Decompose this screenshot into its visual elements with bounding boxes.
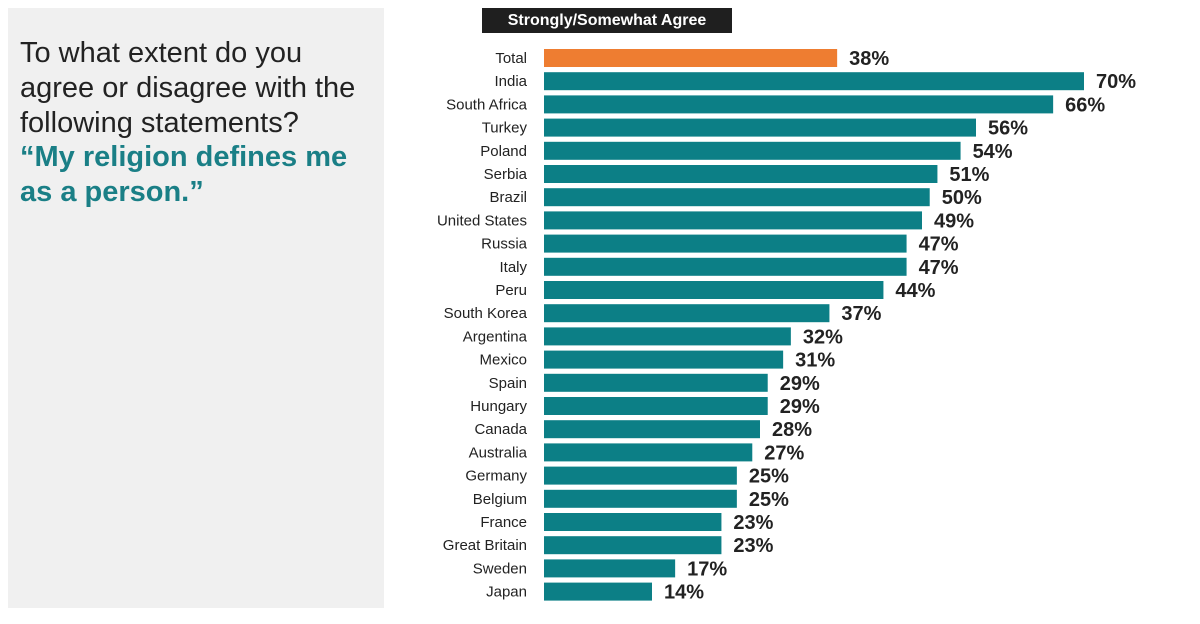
- bar-australia: [544, 443, 753, 462]
- value-label-sweden: 17%: [687, 558, 727, 580]
- bar-great-britain: [544, 536, 722, 555]
- value-label-turkey: 56%: [988, 118, 1028, 140]
- bar-spain: [544, 373, 768, 392]
- category-label-united-states: United States: [437, 212, 527, 229]
- value-label-mexico: 31%: [795, 350, 835, 372]
- bar-argentina: [544, 327, 791, 346]
- bar-total: [544, 49, 838, 67]
- bar-hungary: [544, 397, 768, 415]
- category-label-peru: Peru: [495, 282, 527, 299]
- statement-text: “My religion defines me as a person.”: [20, 141, 348, 208]
- value-label-canada: 28%: [772, 419, 812, 441]
- category-label-argentina: Argentina: [463, 328, 528, 345]
- category-label-south-korea: South Korea: [444, 305, 528, 322]
- category-label-total: Total: [495, 50, 527, 67]
- category-label-australia: Australia: [469, 444, 528, 461]
- bar-germany: [544, 466, 737, 485]
- value-label-japan: 14%: [664, 582, 704, 604]
- category-label-turkey: Turkey: [482, 120, 528, 137]
- category-label-serbia: Serbia: [484, 166, 528, 183]
- bar-sweden: [544, 559, 676, 578]
- value-label-south-africa: 66%: [1065, 94, 1105, 116]
- value-label-hungary: 29%: [780, 396, 820, 418]
- bar-united-states: [544, 211, 922, 230]
- bar-belgium: [544, 489, 737, 508]
- bar-japan: [544, 582, 652, 601]
- category-label-italy: Italy: [499, 259, 527, 276]
- bar-canada: [544, 420, 760, 439]
- bar-serbia: [544, 165, 938, 183]
- value-label-spain: 29%: [780, 373, 820, 395]
- category-label-japan: Japan: [486, 584, 527, 601]
- value-label-germany: 25%: [749, 466, 789, 488]
- bar-russia: [544, 234, 907, 253]
- value-label-italy: 47%: [919, 257, 959, 279]
- bar-south-korea: [544, 304, 830, 323]
- category-label-canada: Canada: [474, 421, 527, 438]
- value-label-france: 23%: [733, 512, 773, 534]
- category-label-india: India: [494, 73, 527, 90]
- bar-turkey: [544, 118, 976, 137]
- value-label-south-korea: 37%: [841, 303, 881, 325]
- value-label-peru: 44%: [895, 280, 935, 302]
- value-label-great-britain: 23%: [733, 535, 773, 557]
- value-label-total: 38%: [849, 48, 889, 70]
- category-label-mexico: Mexico: [479, 352, 527, 369]
- category-label-brazil: Brazil: [489, 189, 527, 206]
- category-label-germany: Germany: [465, 468, 527, 485]
- category-label-spain: Spain: [489, 375, 527, 392]
- value-label-india: 70%: [1096, 71, 1136, 93]
- value-label-australia: 27%: [764, 442, 804, 464]
- bar-india: [544, 72, 1084, 91]
- value-label-serbia: 51%: [949, 164, 989, 186]
- category-label-south-africa: South Africa: [446, 96, 528, 113]
- category-label-poland: Poland: [480, 143, 527, 160]
- bar-france: [544, 513, 722, 531]
- category-label-france: France: [480, 514, 527, 531]
- category-label-great-britain: Great Britain: [443, 537, 527, 554]
- category-label-hungary: Hungary: [470, 398, 527, 415]
- question-text: To what extent do you agree or disagree …: [20, 37, 356, 139]
- category-label-russia: Russia: [481, 236, 528, 253]
- bar-mexico: [544, 350, 784, 369]
- value-label-brazil: 50%: [942, 187, 982, 209]
- value-label-belgium: 25%: [749, 489, 789, 511]
- question-panel: To what extent do you agree or disagree …: [8, 8, 384, 608]
- bar-italy: [544, 257, 907, 276]
- value-label-russia: 47%: [919, 234, 959, 256]
- bar-brazil: [544, 188, 930, 207]
- value-label-poland: 54%: [973, 141, 1013, 163]
- bar-poland: [544, 141, 961, 160]
- bar-peru: [544, 281, 884, 299]
- bar-south-africa: [544, 95, 1054, 114]
- legend-label: Strongly/Somewhat Agree: [482, 8, 732, 33]
- category-label-belgium: Belgium: [473, 491, 527, 508]
- category-label-sweden: Sweden: [473, 560, 527, 577]
- value-label-united-states: 49%: [934, 210, 974, 232]
- value-label-argentina: 32%: [803, 326, 843, 348]
